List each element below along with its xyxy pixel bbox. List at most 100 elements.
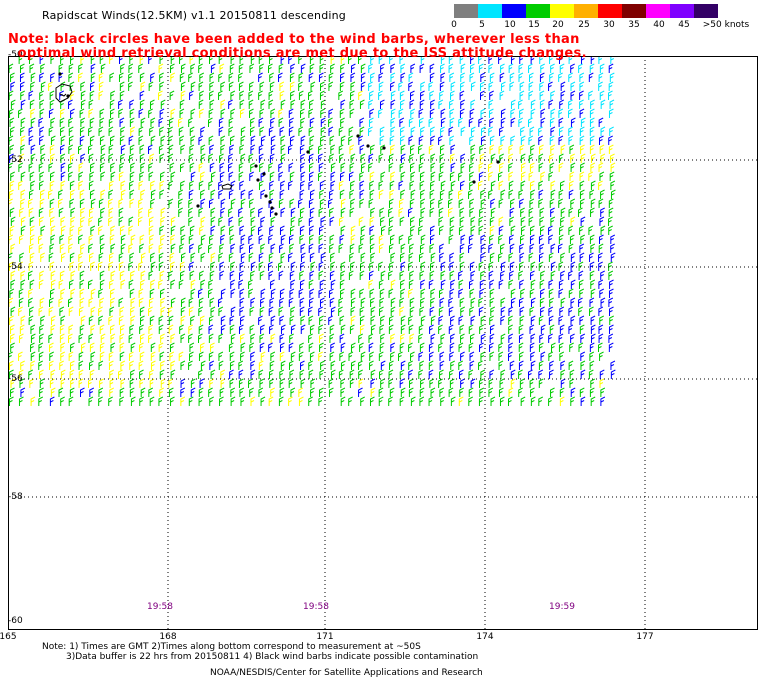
wind-barb [88,144,93,154]
wind-barb [159,369,165,379]
wind-barb [40,63,45,73]
wind-barb [430,171,436,181]
wind-barb [570,387,576,397]
wind-barb [408,387,414,397]
wind-barb [419,117,424,127]
wind-barb [278,396,284,406]
wind-barb [138,108,144,118]
wind-barb [370,252,376,262]
wind-barb [400,153,406,163]
wind-barb [368,117,374,127]
wind-barb [330,162,336,172]
wind-barb [298,81,303,91]
wind-barb [470,99,476,109]
wind-barb [429,63,435,73]
wind-barb [560,180,565,190]
wind-barb [578,279,584,289]
wind-barb [599,369,605,379]
wind-barb [308,333,313,343]
quality-flag-circle [58,72,62,76]
wind-barb [519,234,525,244]
wind-barb [590,324,596,334]
wind-barb [99,378,104,388]
wind-barb [108,117,114,127]
wind-barb [319,315,324,325]
wind-barb [468,396,474,406]
wind-barb [210,189,216,199]
wind-barb [289,135,295,145]
wind-barb [410,108,416,118]
wind-barb [70,378,75,388]
wind-barb [259,126,265,136]
wind-barb [499,396,505,406]
wind-barb [500,261,506,271]
wind-barb [69,279,74,289]
wind-barb [339,234,345,244]
wind-barb [268,270,274,280]
wind-barb [320,252,326,262]
wind-barb [230,279,235,289]
wind-barb [489,117,494,127]
wind-barb [228,342,234,352]
wind-barb [80,99,86,109]
wind-barb [158,261,164,271]
wind-barb [359,189,365,199]
wind-barb [249,171,254,181]
wind-barb [139,351,145,361]
wind-barb [329,351,335,361]
wind-barb [10,306,16,316]
wind-barb [168,270,173,280]
wind-barb [509,360,515,370]
wind-barb [588,90,593,100]
wind-barb [190,315,195,325]
wind-barb [389,261,394,271]
wind-barb [390,108,396,118]
wind-barb [9,369,14,379]
wind-barb [360,234,365,244]
wind-barb [119,135,125,145]
wind-barb [429,351,434,361]
wind-barb [419,396,425,406]
wind-barb [308,315,314,325]
wind-barb [390,72,396,82]
wind-barb [139,396,144,406]
wind-barb [198,63,203,73]
wind-barb [450,180,456,190]
wind-barb [450,333,455,343]
wind-barb [148,306,153,316]
wind-barb [318,207,324,217]
wind-barb [570,396,576,406]
wind-barb [568,288,574,298]
wind-barb [600,387,606,397]
wind-barb [348,351,354,361]
wind-barb [409,162,415,172]
wind-barb [428,117,434,127]
wind-barb [278,117,284,127]
wind-barb [579,135,585,145]
wind-barb [570,81,576,91]
wind-barb [408,369,414,379]
wind-barb [269,189,275,199]
wind-barb [279,387,285,397]
wind-barb [579,225,584,235]
wind-barb [209,90,214,100]
wind-barb [608,324,614,334]
wind-barb [419,360,425,370]
wind-barb [229,378,235,388]
wind-barb [68,72,74,82]
wind-barb [160,288,165,298]
wind-barb [409,243,414,253]
wind-barb [108,189,114,199]
wind-barb [20,315,26,325]
wind-barb [408,288,413,298]
wind-barb [478,162,484,172]
wind-barb [458,360,463,370]
wind-barb [450,90,455,100]
wind-barb [489,135,495,145]
wind-barb [308,90,313,100]
wind-barb [390,63,396,73]
wind-barb [489,72,495,82]
wind-barb [439,297,445,307]
wind-barb [319,198,325,208]
wind-barb [38,234,43,244]
